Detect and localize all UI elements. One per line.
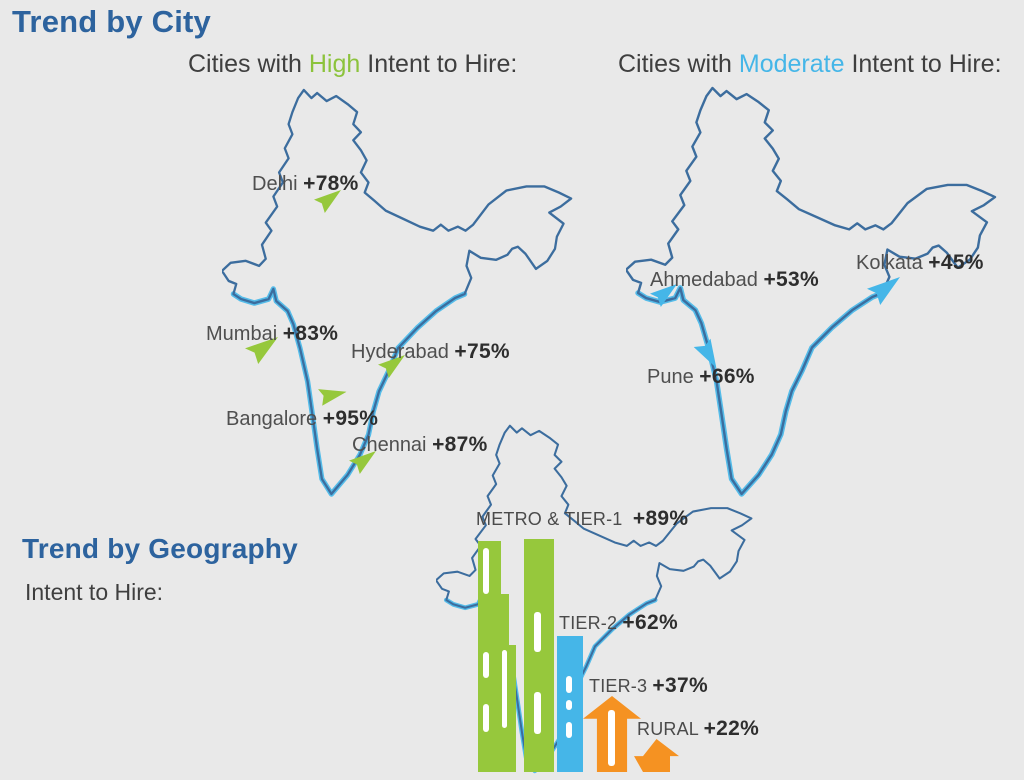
geo-label-tier2: TIER-2 +62%	[559, 611, 678, 635]
building-window	[502, 650, 507, 728]
building-window	[483, 548, 489, 594]
geo-name: METRO & TIER-1	[476, 509, 623, 529]
geo-name: RURAL	[637, 719, 699, 739]
geo-label-tier3: TIER-3 +37%	[589, 674, 708, 698]
city-value: +66%	[699, 365, 755, 388]
page-title-trend-by-geography: Trend by Geography	[22, 533, 298, 564]
kolkata-marker-icon	[867, 277, 900, 305]
building-window	[608, 710, 615, 766]
city-name: Delhi	[252, 173, 298, 195]
city-name: Ahmedabad	[650, 269, 758, 291]
building-window	[483, 704, 489, 732]
header-high-emphasis: High	[308, 50, 361, 78]
geo-value: +37%	[652, 674, 708, 697]
city-name: Chennai	[352, 434, 427, 456]
header-high-suffix: Intent to Hire:	[360, 50, 518, 78]
geography-subtitle: Intent to Hire:	[25, 579, 164, 605]
metro-tier1-building-bar2	[524, 539, 554, 772]
geo-label-rural: RURAL +22%	[637, 717, 759, 741]
city-label-hyderabad: Hyderabad +75%	[351, 340, 510, 364]
header-high-prefix: Cities with	[188, 50, 309, 78]
building-window	[566, 722, 572, 738]
city-name: Hyderabad	[351, 341, 449, 363]
city-value: +87%	[432, 433, 488, 456]
city-label-bangalore: Bangalore +95%	[226, 407, 378, 431]
header-moderate-intent: Cities with Moderate Intent to Hire:	[618, 50, 1002, 79]
city-name: Pune	[647, 366, 694, 388]
city-value: +78%	[303, 172, 359, 195]
city-name: Mumbai	[206, 323, 278, 345]
geo-value: +89%	[632, 507, 689, 530]
city-value: +45%	[928, 251, 984, 274]
metro-tier1-building-step2	[509, 645, 516, 772]
building-window	[534, 612, 541, 652]
geo-name: TIER-3	[589, 676, 648, 696]
rural-up-arrow-icon	[634, 739, 679, 772]
geo-value: +22%	[703, 717, 760, 740]
header-moderate-suffix: Intent to Hire:	[844, 50, 1002, 78]
city-name: Bangalore	[226, 408, 318, 430]
city-label-chennai: Chennai +87%	[352, 433, 488, 457]
page-title-trend-by-city: Trend by City	[12, 4, 211, 39]
building-window	[566, 700, 572, 710]
building-window	[483, 652, 489, 678]
geo-name: TIER-2	[559, 613, 618, 633]
city-name: Kolkata	[856, 252, 923, 274]
city-label-pune: Pune +66%	[647, 365, 755, 389]
india-map-moderate-intent	[626, 86, 998, 500]
geo-label-metro-tier1: METRO & TIER-1 +89%	[476, 507, 688, 531]
city-value: +83%	[282, 322, 339, 345]
metro-tier1-building-bar	[478, 541, 501, 772]
header-moderate-emphasis: Moderate	[738, 50, 845, 78]
building-window	[534, 692, 541, 734]
city-value: +53%	[763, 268, 819, 291]
city-label-ahmedabad: Ahmedabad +53%	[650, 268, 819, 292]
header-moderate-prefix: Cities with	[618, 50, 739, 78]
city-label-kolkata: Kolkata +45%	[856, 251, 984, 275]
header-high-intent: Cities with High Intent to Hire:	[188, 50, 517, 79]
city-label-mumbai: Mumbai +83%	[206, 322, 338, 346]
pune-marker-icon	[691, 336, 721, 368]
city-label-delhi: Delhi +78%	[252, 172, 359, 196]
city-value: +75%	[454, 340, 510, 363]
geo-value: +62%	[622, 611, 678, 634]
city-value: +95%	[322, 407, 379, 430]
building-window	[566, 676, 572, 693]
